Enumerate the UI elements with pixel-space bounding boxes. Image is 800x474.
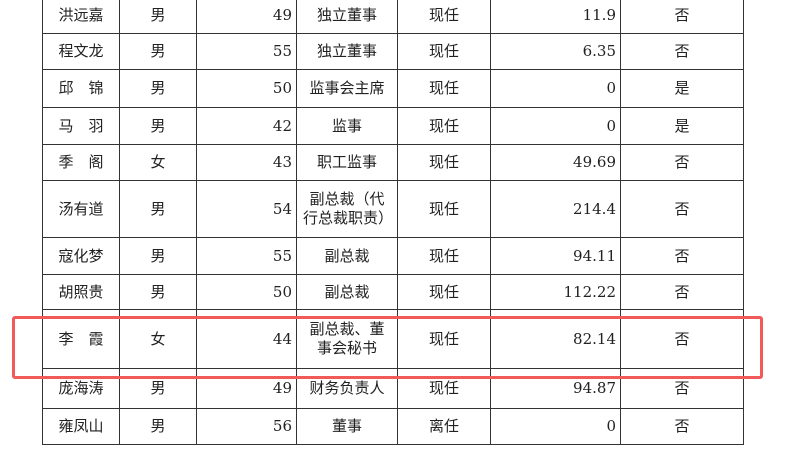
cell-related: 否 bbox=[620, 408, 744, 445]
cell-gender: 男 bbox=[119, 408, 197, 445]
cell-related: 否 bbox=[620, 237, 744, 275]
cell-name: 季 阁 bbox=[42, 144, 120, 181]
cell-pay: 0 bbox=[490, 408, 621, 445]
cell-name: 胡照贵 bbox=[42, 274, 120, 310]
cell-status: 现任 bbox=[397, 309, 491, 369]
cell-gender: 男 bbox=[119, 274, 197, 310]
cell-related: 否 bbox=[620, 368, 744, 409]
cell-age: 50 bbox=[196, 69, 297, 108]
cell-title: 副总裁、董事会秘书 bbox=[296, 309, 398, 369]
cell-title: 副总裁（代行总裁职责） bbox=[296, 180, 398, 238]
cell-related: 否 bbox=[620, 144, 744, 181]
cell-name: 寇化梦 bbox=[42, 237, 120, 275]
cell-gender: 女 bbox=[119, 309, 197, 369]
cell-pay: 112.22 bbox=[490, 274, 621, 310]
cell-status: 现任 bbox=[397, 180, 491, 238]
cell-title: 职工监事 bbox=[296, 144, 398, 181]
cell-related: 否 bbox=[620, 274, 744, 310]
cell-name: 程文龙 bbox=[42, 33, 120, 70]
cell-status: 现任 bbox=[397, 33, 491, 70]
cell-status: 现任 bbox=[397, 107, 491, 145]
cell-gender: 男 bbox=[119, 107, 197, 145]
cell-name: 洪远嘉 bbox=[42, 0, 120, 34]
cell-name: 马 羽 bbox=[42, 107, 120, 145]
cell-title: 独立董事 bbox=[296, 0, 398, 34]
cell-age: 42 bbox=[196, 107, 297, 145]
cell-gender: 男 bbox=[119, 33, 197, 70]
table-row: 雍凤山男 56 董事 离任 0 否 bbox=[42, 408, 744, 445]
cell-pay: 49.69 bbox=[490, 144, 621, 181]
table-row: 洪远嘉男 49 独立董事 现任 11.9 否 bbox=[42, 0, 744, 34]
cell-title: 副总裁 bbox=[296, 274, 398, 310]
table-row: 程文龙男 55 独立董事 现任 6.35 否 bbox=[42, 33, 744, 70]
cell-status: 现任 bbox=[397, 237, 491, 275]
cell-age: 55 bbox=[196, 33, 297, 70]
cell-name: 雍凤山 bbox=[42, 408, 120, 445]
cell-pay: 6.35 bbox=[490, 33, 621, 70]
cell-status: 现任 bbox=[397, 0, 491, 34]
officers-table: 洪远嘉男 49 独立董事 现任 11.9 否程文龙男 55 独立董事 现任 6.35 否邱 锦男 50… bbox=[42, 0, 744, 445]
cell-related: 是 bbox=[620, 107, 744, 145]
cell-age: 54 bbox=[196, 180, 297, 238]
cell-status: 现任 bbox=[397, 69, 491, 108]
table-row: 汤有道男 54 副总裁（代行总裁职责） 现任 214.4 否 bbox=[42, 180, 744, 238]
cell-title: 副总裁 bbox=[296, 237, 398, 275]
cell-gender: 男 bbox=[119, 0, 197, 34]
cell-name: 汤有道 bbox=[42, 180, 120, 238]
cell-status: 现任 bbox=[397, 274, 491, 310]
cell-name: 邱 锦 bbox=[42, 69, 120, 108]
cell-related: 否 bbox=[620, 180, 744, 238]
cell-gender: 男 bbox=[119, 69, 197, 108]
cell-title: 监事会主席 bbox=[296, 69, 398, 108]
cell-age: 43 bbox=[196, 144, 297, 181]
cell-title: 独立董事 bbox=[296, 33, 398, 70]
cell-pay: 94.11 bbox=[490, 237, 621, 275]
cell-related: 否 bbox=[620, 33, 744, 70]
cell-gender: 男 bbox=[119, 368, 197, 409]
table-row: 李 霞女 44 副总裁、董事会秘书 现任 82.14 否 bbox=[42, 309, 744, 369]
cell-related: 否 bbox=[620, 0, 744, 34]
cell-pay: 82.14 bbox=[490, 309, 621, 369]
cell-title: 董事 bbox=[296, 408, 398, 445]
cell-title: 监事 bbox=[296, 107, 398, 145]
cell-pay: 0 bbox=[490, 69, 621, 108]
cell-age: 44 bbox=[196, 309, 297, 369]
table-row: 马 羽男 42 监事 现任 0 是 bbox=[42, 107, 744, 145]
cell-status: 离任 bbox=[397, 408, 491, 445]
cell-age: 56 bbox=[196, 408, 297, 445]
cell-pay: 214.4 bbox=[490, 180, 621, 238]
highlight-box bbox=[12, 316, 763, 379]
table-row: 季 阁女 43 职工监事 现任 49.69 否 bbox=[42, 144, 744, 181]
cell-age: 55 bbox=[196, 237, 297, 275]
table-row: 寇化梦男 55 副总裁 现任 94.11 否 bbox=[42, 237, 744, 275]
cell-gender: 男 bbox=[119, 237, 197, 275]
cell-status: 现任 bbox=[397, 144, 491, 181]
table-row: 胡照贵男 50 副总裁 现任 112.22 否 bbox=[42, 274, 744, 310]
cell-related: 是 bbox=[620, 69, 744, 108]
cell-pay: 0 bbox=[490, 107, 621, 145]
cell-age: 50 bbox=[196, 274, 297, 310]
cell-related: 否 bbox=[620, 309, 744, 369]
cell-gender: 女 bbox=[119, 144, 197, 181]
cell-pay: 11.9 bbox=[490, 0, 621, 34]
table-row: 邱 锦男 50 监事会主席 现任 0 是 bbox=[42, 69, 744, 108]
cell-age: 49 bbox=[196, 0, 297, 34]
cell-name: 庞海涛 bbox=[42, 368, 120, 409]
cell-name: 李 霞 bbox=[42, 309, 120, 369]
cell-gender: 男 bbox=[119, 180, 197, 238]
